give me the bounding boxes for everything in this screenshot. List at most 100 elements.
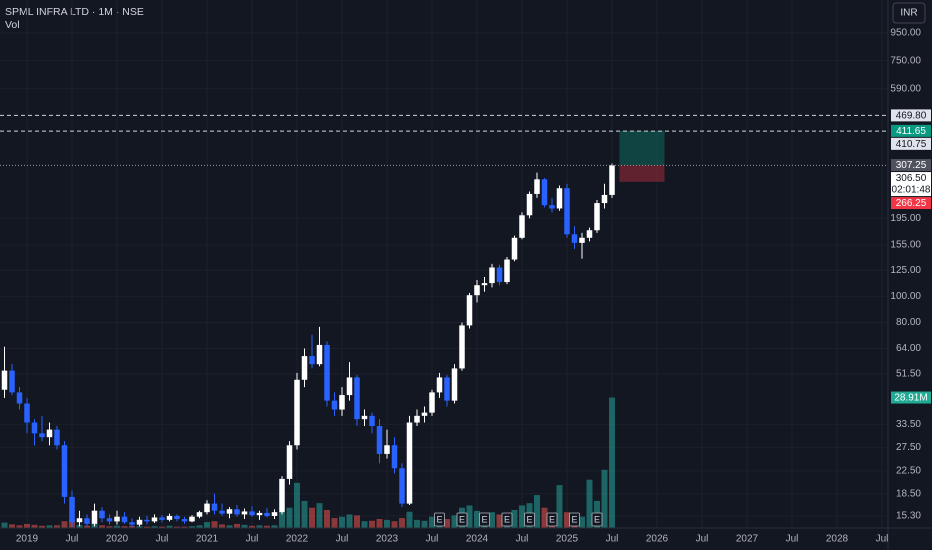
volume-bar [489,512,495,528]
candle-body [129,522,135,525]
volume-bar [361,521,368,528]
y-tick-label: 100.00 [890,291,921,302]
candle-body [556,188,563,209]
y-tick-label: 51.50 [896,369,921,380]
candle-body [474,285,480,296]
volume-label: 28.91M [894,393,927,404]
countdown-label: 02:01:48 [892,185,931,196]
volume-bar [519,505,525,528]
candle-body [16,392,23,404]
y-tick-label: 80.00 [896,317,921,328]
candle-body [99,510,105,519]
candle-body [166,515,173,520]
x-tick-label: 2025 [556,534,579,545]
candle-body [384,445,390,454]
candle-body [256,512,263,516]
x-tick-label: Jul [246,534,259,545]
x-tick-label: 2026 [646,534,669,545]
candle-body [249,511,255,516]
candle-body [436,377,443,393]
candle-body [429,392,435,413]
candle-body [69,496,75,523]
candle-body [301,356,308,380]
earnings-marker [524,512,535,527]
y-tick-label: 33.50 [896,419,921,430]
volume-bar [219,524,225,528]
candle-body [181,519,188,522]
volume-bar [369,520,375,528]
candle-body [234,509,240,515]
x-tick-label: Jul [696,534,709,545]
price-label-box [891,159,931,172]
candle-body [421,412,428,416]
volume-bar [144,526,150,528]
candle-body [609,165,615,195]
volume-bar [121,526,128,528]
volume-bar [181,526,188,528]
candle-body [549,205,555,209]
candle-body [586,230,593,238]
candle-body [39,433,45,438]
volume-bar [511,509,518,528]
candle-body [526,193,533,216]
candle-body [106,518,113,522]
volume-bar [54,525,60,528]
x-tick-label: Jul [336,534,349,545]
volume-bar [406,511,413,528]
candle-body [376,426,383,454]
volume-bar [234,523,240,528]
volume-bar [16,525,23,528]
volume-bar [256,525,263,528]
earnings-marker [479,512,490,527]
candle-body [361,415,368,420]
price-label-box [891,172,931,197]
position-stop-zone [619,165,665,182]
candle-body [189,516,195,522]
candle-body [144,519,150,522]
candle-body [9,370,15,393]
candle-body [511,237,518,260]
price-label: 266.25 [896,198,927,209]
x-tick-label: 2019 [16,534,39,545]
candle-body [459,325,465,369]
candle-body [571,234,578,243]
volume-bar [541,507,548,528]
candle-body [294,379,300,446]
currency-button[interactable] [892,2,926,24]
currency-label[interactable]: INR [900,8,917,19]
candle-body [369,415,375,427]
candle-body [466,295,473,326]
volume-bar [106,526,113,528]
volume-bar [226,525,233,528]
x-tick-label: Jul [66,534,79,545]
volume-bar [316,503,323,528]
candle-body [264,512,270,516]
y-tick-label: 27.50 [896,442,921,453]
volume-bar [564,512,570,528]
volume-bar [534,495,540,528]
earnings-marker [456,512,468,527]
volume-bar [399,518,405,528]
price-label-box [891,197,931,210]
volume-bar [339,516,345,528]
candle-body [594,203,600,231]
candle-body [226,509,233,514]
x-tick-label: 2023 [376,534,399,545]
grid [0,0,888,528]
volume-bar [421,520,428,528]
earnings-label: E [504,514,510,524]
y-tick-label: 22.50 [896,465,921,476]
candle-body [324,344,330,401]
candle-body [391,445,398,469]
volume-bar [391,521,398,528]
candle-body [211,503,218,511]
volume-bar [496,514,503,528]
volume-bar [309,507,315,528]
volume-bar [466,505,473,528]
volume-bar [24,523,30,528]
candle-body [84,518,90,524]
y-tick-label: 195.00 [890,213,921,224]
candle-body [286,445,293,479]
earnings-marker [434,512,445,527]
